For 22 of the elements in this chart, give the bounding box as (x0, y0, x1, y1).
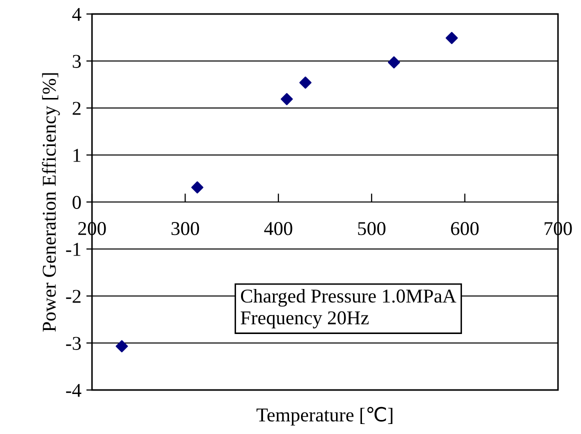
x-axis-title: Temperature [℃] (256, 406, 392, 426)
x-tick-label: 500 (358, 222, 386, 236)
y-tick-label: -4 (66, 384, 82, 397)
y-tick-label: 0 (72, 196, 81, 209)
point (446, 32, 458, 44)
point (116, 340, 128, 352)
x-tick-label: 400 (264, 222, 292, 236)
annotation: Charged Pressure 1.0MPaA Frequency 20Hz (240, 288, 456, 328)
y-tick-label: -1 (66, 242, 80, 256)
point (388, 56, 400, 68)
y-tick-label: -3 (66, 336, 81, 350)
x-tick-label: 600 (451, 222, 479, 236)
y-tick-label: -2 (66, 290, 81, 303)
y-axis-title: Power Generation Efficiency [%] (42, 73, 60, 332)
x-tick-label: 300 (172, 222, 200, 236)
y-tick-label: 1 (74, 148, 80, 162)
y-tick-label: 3 (72, 54, 81, 68)
point (299, 76, 312, 89)
y-tick-label: 4 (72, 8, 82, 21)
y-tick-label: 2 (72, 102, 81, 115)
point (191, 181, 204, 194)
point (280, 92, 293, 106)
